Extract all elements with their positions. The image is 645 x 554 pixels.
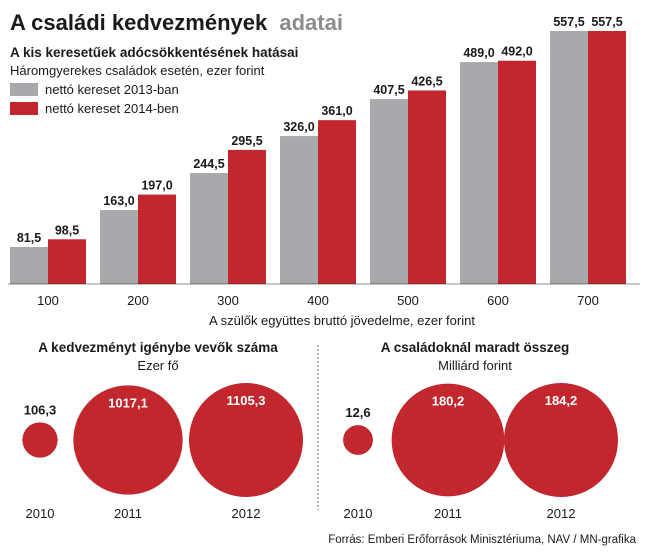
bubble-2011 bbox=[73, 385, 183, 495]
bar-value-label: 492,0 bbox=[501, 45, 532, 59]
bubble-2010 bbox=[343, 425, 373, 455]
bubble-2012 bbox=[189, 383, 303, 497]
bar-2014-700 bbox=[588, 31, 626, 284]
bar-2014-600 bbox=[498, 60, 536, 284]
legend-swatch-2013 bbox=[10, 83, 38, 96]
x-tick-label-100: 100 bbox=[37, 293, 59, 308]
bubble-value-label: 184,2 bbox=[545, 393, 578, 408]
main-title-part2: adatai bbox=[279, 10, 343, 35]
bubble-2010 bbox=[22, 422, 58, 458]
bar-2014-300 bbox=[228, 149, 266, 284]
x-tick-label-400: 400 bbox=[307, 293, 329, 308]
bubble-value-label: 180,2 bbox=[432, 394, 465, 409]
source-note: Forrás: Emberi Erőforrások Minisztériuma… bbox=[328, 534, 636, 546]
bubble-2012 bbox=[504, 383, 618, 497]
bar-value-label: 489,0 bbox=[463, 46, 494, 60]
bar-value-label: 197,0 bbox=[141, 179, 172, 193]
bubble-chart-1-plot: 106,3 2010 1017,1 2011 1105,3 2012 bbox=[22, 383, 303, 521]
main-title-part1: A családi kedvezmények bbox=[10, 10, 268, 35]
bubble-value-label: 106,3 bbox=[24, 402, 57, 417]
bar-2014-500 bbox=[408, 90, 446, 284]
bar-2014-200 bbox=[138, 194, 176, 284]
legend-swatch-2014 bbox=[10, 102, 38, 115]
x-tick-label-600: 600 bbox=[487, 293, 509, 308]
bubble-chart-2-subtitle: Milliárd forint bbox=[438, 358, 512, 373]
bar-value-label: 81,5 bbox=[17, 231, 41, 245]
bar-chart-title: A kis keresetűek adócsökkentésének hatás… bbox=[10, 45, 298, 60]
bubble-year-label-2010: 2010 bbox=[344, 506, 373, 521]
x-tick-label-500: 500 bbox=[397, 293, 419, 308]
bar-chart-plot: 81,5 98,5 163,0 197,0 244,5 295,5 326,0 361,0 40… bbox=[10, 15, 626, 285]
bar-2013-500 bbox=[370, 99, 408, 284]
bubble-year-label-2011: 2011 bbox=[114, 506, 142, 521]
bubble-chart-1-subtitle: Ezer fő bbox=[137, 358, 178, 373]
bar-value-label: 557,5 bbox=[553, 15, 584, 29]
bar-value-label: 361,0 bbox=[321, 104, 352, 118]
bubble-year-label-2012: 2012 bbox=[232, 506, 261, 521]
bubble-value-label: 1105,3 bbox=[226, 393, 265, 408]
bar-2013-600 bbox=[460, 62, 498, 285]
bar-value-label: 98,5 bbox=[55, 223, 79, 237]
bar-value-label: 557,5 bbox=[591, 15, 622, 29]
bubble-value-label: 1017,1 bbox=[108, 395, 148, 410]
bar-chart-x-ticks: 100 200 300 400 500 600 700 bbox=[37, 293, 599, 308]
bubble-chart-2-title: A családoknál maradt összeg bbox=[381, 340, 570, 355]
x-tick-label-200: 200 bbox=[127, 293, 149, 308]
bar-2013-100 bbox=[10, 247, 48, 284]
legend-label-2014: nettó kereset 2014-ben bbox=[45, 101, 179, 116]
bar-value-label: 295,5 bbox=[231, 134, 262, 148]
bar-value-label: 163,0 bbox=[103, 194, 134, 208]
legend-label-2013: nettó kereset 2013-ban bbox=[45, 82, 179, 97]
bubble-chart-1-title: A kedvezményt igénybe vevők száma bbox=[38, 340, 278, 355]
main-title: A családi kedvezmények adatai bbox=[10, 10, 343, 35]
bar-value-label: 244,5 bbox=[193, 157, 224, 171]
bar-chart-x-axis-label: A szülők együttes bruttó jövedelme, ezer… bbox=[209, 313, 475, 328]
x-tick-label-700: 700 bbox=[577, 293, 599, 308]
bar-2014-100 bbox=[48, 239, 86, 284]
bubble-chart-2-plot: 12,6 2010 180,2 2011 184,2 2012 bbox=[343, 383, 618, 521]
bubble-year-label-2012: 2012 bbox=[547, 506, 576, 521]
bar-2013-400 bbox=[280, 136, 318, 284]
bar-value-label: 326,0 bbox=[283, 120, 314, 134]
bar-2013-700 bbox=[550, 31, 588, 284]
bar-2014-400 bbox=[318, 120, 356, 285]
bar-chart-legend: nettó kereset 2013-ban nettó kereset 201… bbox=[10, 82, 179, 116]
bar-2013-200 bbox=[100, 210, 138, 284]
bar-2013-300 bbox=[190, 173, 228, 284]
x-tick-label-300: 300 bbox=[217, 293, 239, 308]
bubble-value-label: 12,6 bbox=[345, 405, 370, 420]
bar-chart-subtitle: Háromgyerekes családok esetén, ezer fori… bbox=[10, 63, 265, 78]
bar-value-label: 407,5 bbox=[373, 83, 404, 97]
bubble-year-label-2011: 2011 bbox=[434, 506, 462, 521]
bar-value-label: 426,5 bbox=[411, 74, 442, 88]
bubble-year-label-2010: 2010 bbox=[26, 506, 55, 521]
bubble-2011 bbox=[391, 383, 505, 497]
